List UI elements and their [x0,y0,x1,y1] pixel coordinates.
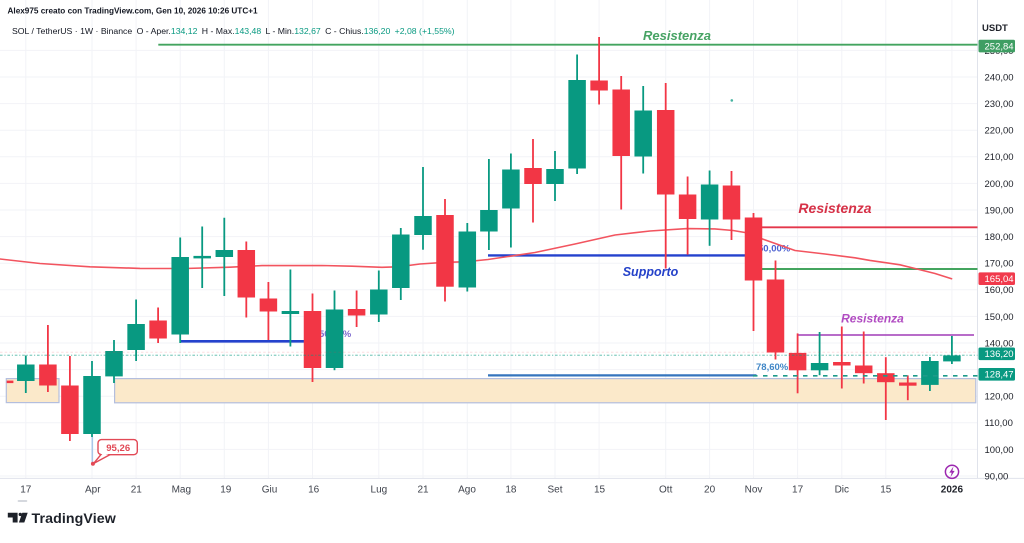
svg-text:Mag: Mag [172,485,191,496]
svg-text:160,00: 160,00 [985,285,1014,296]
svg-text:100,00: 100,00 [985,445,1014,456]
svg-text:230,00: 230,00 [985,99,1014,110]
svg-text:240,00: 240,00 [985,72,1014,83]
svg-text:170,00: 170,00 [985,259,1014,270]
svg-text:95,26: 95,26 [106,443,130,454]
svg-text:Resistenza: Resistenza [798,200,871,216]
svg-text:16: 16 [308,485,320,496]
svg-text:78,60%: 78,60% [756,362,789,373]
svg-text:180,00: 180,00 [985,232,1014,243]
svg-text:Alex975 creato con TradingView: Alex975 creato con TradingView.com, Gen … [8,7,259,16]
svg-text:120,00: 120,00 [985,392,1014,403]
svg-text:190,00: 190,00 [985,205,1014,216]
svg-text:Nov: Nov [745,485,763,496]
svg-text:20: 20 [704,485,716,496]
svg-text:15: 15 [594,485,606,496]
svg-text:Apr: Apr [85,485,101,496]
svg-text:18: 18 [505,485,517,496]
svg-text:17: 17 [20,485,32,496]
svg-text:Resistenza: Resistenza [643,28,711,43]
svg-text:Ago: Ago [458,485,476,496]
svg-text:21: 21 [131,485,143,496]
svg-text:50,00%: 50,00% [758,244,791,255]
svg-text:Resistenza: Resistenza [841,312,904,326]
svg-text:90,00: 90,00 [985,471,1009,482]
svg-text:USDT: USDT [982,23,1008,34]
svg-text:210,00: 210,00 [985,152,1014,163]
svg-text:200,00: 200,00 [985,179,1014,190]
svg-text:2026: 2026 [941,485,964,496]
svg-text:220,00: 220,00 [985,126,1014,137]
svg-text:17: 17 [792,485,804,496]
svg-text:165,04: 165,04 [985,274,1014,285]
svg-text:Lug: Lug [371,485,388,496]
svg-text:Supporto: Supporto [623,265,679,279]
svg-text:150,00: 150,00 [985,312,1014,323]
svg-text:Ott: Ott [659,485,673,496]
svg-text:136,20: 136,20 [985,349,1014,360]
svg-text:SOL / TetherUS · 1W · Binance: SOL / TetherUS · 1W · Binance O ‑ Aper.1… [12,26,455,36]
svg-text:252,84: 252,84 [985,41,1014,52]
svg-text:128,47: 128,47 [985,370,1014,381]
svg-text:140,00: 140,00 [985,338,1014,349]
svg-text:19: 19 [220,485,232,496]
svg-text:Giu: Giu [262,485,278,496]
svg-text:21: 21 [417,485,429,496]
svg-text:Set: Set [547,485,562,496]
svg-text:110,00: 110,00 [985,418,1013,429]
svg-text:TradingView: TradingView [32,511,117,527]
svg-text:15: 15 [880,485,892,496]
svg-text:Dic: Dic [835,485,849,496]
